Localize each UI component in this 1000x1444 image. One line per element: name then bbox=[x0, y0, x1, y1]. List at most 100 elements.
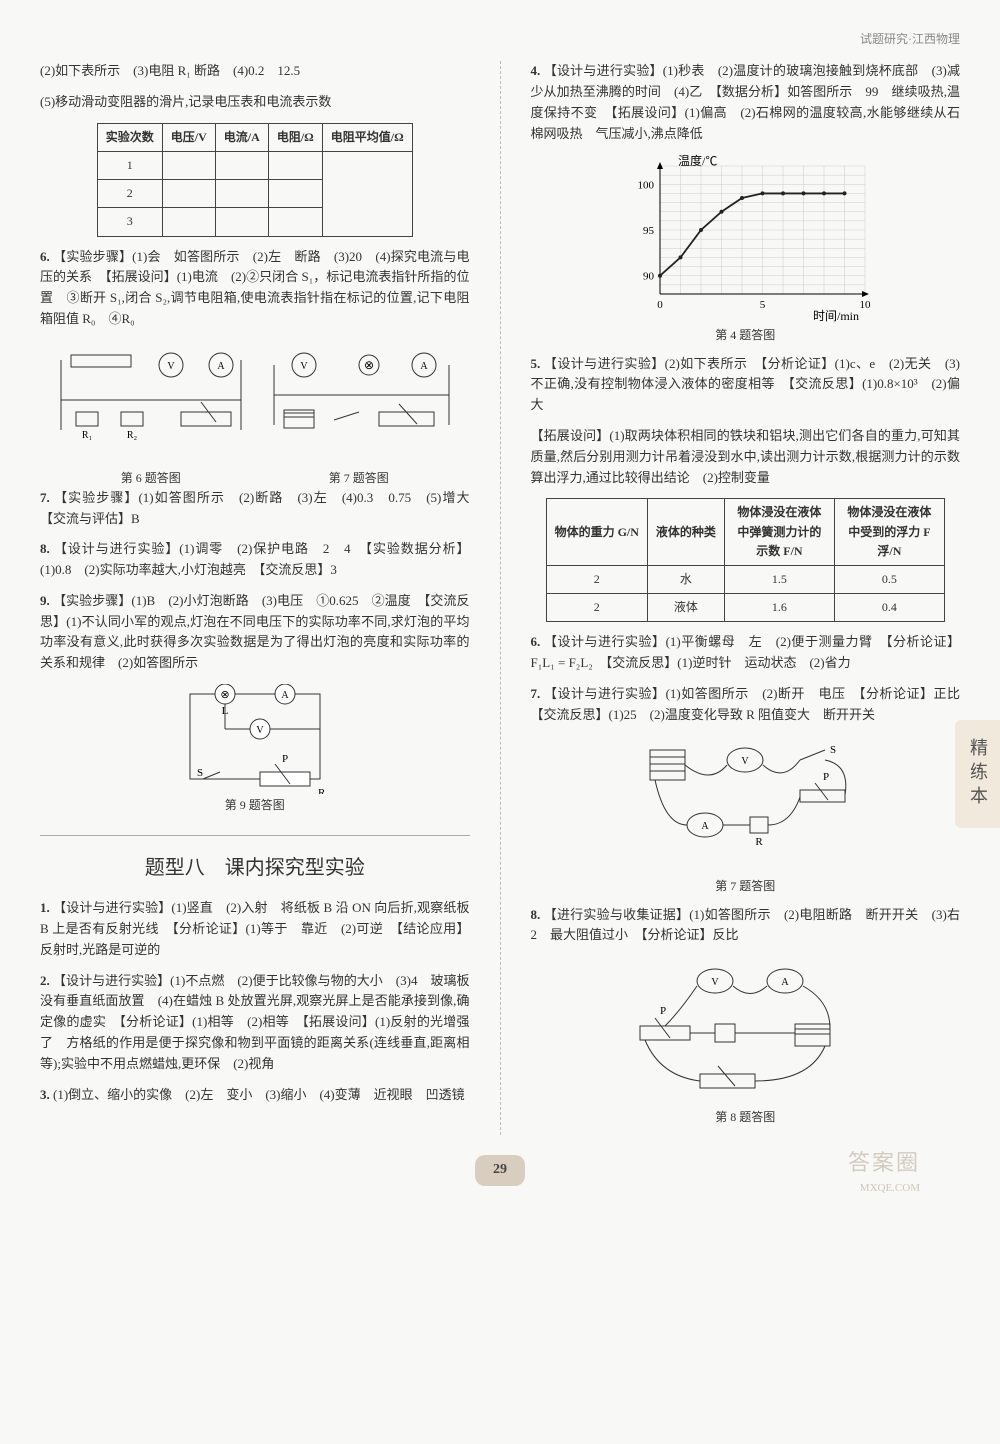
svg-text:⊗: ⊗ bbox=[220, 689, 229, 701]
circuit-9-svg: ⊗ L A V S P R bbox=[175, 684, 335, 794]
svg-text:⊗: ⊗ bbox=[364, 358, 374, 372]
svg-text:P: P bbox=[823, 771, 829, 783]
right-column: 4. 【设计与进行实验】(1)秒表 (2)温度计的玻璃泡接触到烧杯底部 (3)减… bbox=[521, 61, 961, 1135]
r-q4: 4. 【设计与进行实验】(1)秒表 (2)温度计的玻璃泡接触到烧杯底部 (3)减… bbox=[531, 61, 961, 144]
page-number: 29 bbox=[475, 1155, 525, 1185]
th: 电流/A bbox=[215, 123, 268, 151]
r-q5a: 5. 【设计与进行实验】(2)如下表所示 【分析论证】(1)c、e (2)无关 … bbox=[531, 354, 961, 416]
td: 1.5 bbox=[724, 565, 834, 593]
q6-text: 【实验步骤】(1)会 如答图所示 (2)左 断路 (3)20 (4)探究电流与电… bbox=[40, 249, 470, 326]
th: 物体的重力 G/N bbox=[546, 499, 647, 566]
circuit-r7-svg: V S A R P bbox=[625, 735, 865, 875]
section-title: 题型八 课内探究型实验 bbox=[40, 835, 470, 884]
footer: 29 答案圈 MXQE.COM bbox=[40, 1155, 960, 1185]
table-resistance: 实验次数 电压/V 电流/A 电阻/Ω 电阻平均值/Ω 1 2 3 bbox=[97, 123, 413, 237]
fig7-caption: 第 7 题答图 bbox=[259, 469, 459, 488]
td: 0.4 bbox=[834, 594, 944, 622]
q6: 6. 【实验步骤】(1)会 如答图所示 (2)左 断路 (3)20 (4)探究电… bbox=[40, 247, 470, 330]
table-buoyancy: 物体的重力 G/N 液体的种类 物体浸没在液体中弹簧测力计的示数 F/N 物体浸… bbox=[546, 498, 945, 622]
td: 2 bbox=[97, 180, 162, 208]
svg-text:P: P bbox=[660, 1005, 666, 1017]
column-divider bbox=[500, 61, 501, 1135]
svg-text:5: 5 bbox=[760, 299, 766, 311]
q5-part: (2)如下表所示 (3)电阻 R₁ 断路 (4)0.2 12.5 bbox=[40, 61, 470, 82]
svg-text:0: 0 bbox=[658, 299, 664, 311]
side-tab: 精练本 bbox=[955, 720, 1000, 828]
svg-text:95: 95 bbox=[643, 225, 655, 237]
th: 电阻平均值/Ω bbox=[322, 123, 412, 151]
td: 水 bbox=[647, 565, 724, 593]
circuit-figs: V A R₁ R₂ 第 6 题答图 V ⊗ A bbox=[40, 340, 470, 488]
th: 物体浸没在液体中受到的浮力 F浮/N bbox=[834, 499, 944, 566]
td: 3 bbox=[97, 208, 162, 236]
circuit-7-svg: V ⊗ A bbox=[259, 340, 459, 460]
td: 1.6 bbox=[724, 594, 834, 622]
th: 电压/V bbox=[162, 123, 215, 151]
r-q7: 7. 【设计与进行实验】(1)如答图所示 (2)断开 电压 【分析论证】正比 【… bbox=[531, 684, 961, 726]
svg-text:V: V bbox=[742, 756, 750, 767]
td: 1 bbox=[97, 151, 162, 179]
q9: 9. 【实验步骤】(1)B (2)小灯泡断路 (3)电压 ①0.625 ②温度 … bbox=[40, 591, 470, 674]
fig-r7-caption: 第 7 题答图 bbox=[531, 877, 961, 896]
th: 液体的种类 bbox=[647, 499, 724, 566]
fig-r8-caption: 第 8 题答图 bbox=[531, 1108, 961, 1127]
td: 液体 bbox=[647, 594, 724, 622]
r-q6-text: 【设计与进行实验】(1)平衡螺母 左 (2)便于测量力臂 【分析论证】F₁L₁ … bbox=[531, 634, 961, 670]
th: 实验次数 bbox=[97, 123, 162, 151]
fig-r7: V S A R P 第 7 题答图 bbox=[531, 735, 961, 896]
svg-text:A: A bbox=[217, 361, 225, 372]
svg-text:温度/℃: 温度/℃ bbox=[678, 154, 717, 168]
two-column-layout: (2)如下表所示 (3)电阻 R₁ 断路 (4)0.2 12.5 (5)移动滑动… bbox=[40, 61, 960, 1135]
r-q4-text: 【设计与进行实验】(1)秒表 (2)温度计的玻璃泡接触到烧杯底部 (3)减少从加… bbox=[531, 63, 961, 140]
circuit-r8-svg: V A P bbox=[620, 956, 870, 1106]
td: 2 bbox=[546, 565, 647, 593]
r-q8-text: 【进行实验与收集证据】(1)如答图所示 (2)电阻断路 断开开关 (3)右 2 … bbox=[531, 907, 974, 943]
th: 物体浸没在液体中弹簧测力计的示数 F/N bbox=[724, 499, 834, 566]
svg-text:A: A bbox=[702, 821, 710, 832]
fig9: ⊗ L A V S P R 第 9 题答图 bbox=[40, 684, 470, 815]
r-q7-text: 【设计与进行实验】(1)如答图所示 (2)断开 电压 【分析论证】正比 【交流反… bbox=[531, 686, 974, 722]
td: 2 bbox=[546, 594, 647, 622]
s1: 1. 【设计与进行实验】(1)竖直 (2)入射 将纸板 B 沿 ON 向后折,观… bbox=[40, 898, 470, 960]
s1-text: 【设计与进行实验】(1)竖直 (2)入射 将纸板 B 沿 ON 向后折,观察纸板… bbox=[40, 900, 470, 957]
fig4-caption: 第 4 题答图 bbox=[531, 326, 961, 345]
svg-text:A: A bbox=[420, 361, 428, 372]
svg-text:R₁: R₁ bbox=[82, 430, 92, 441]
svg-text:R₂: R₂ bbox=[127, 430, 137, 441]
svg-text:100: 100 bbox=[638, 180, 655, 192]
left-column: (2)如下表所示 (3)电阻 R₁ 断路 (4)0.2 12.5 (5)移动滑动… bbox=[40, 61, 480, 1135]
svg-text:V: V bbox=[712, 977, 720, 988]
s2: 2. 【设计与进行实验】(1)不点燃 (2)便于比较像与物的大小 (3)4 玻璃… bbox=[40, 971, 470, 1075]
fig9-caption: 第 9 题答图 bbox=[40, 796, 470, 815]
svg-text:10: 10 bbox=[860, 299, 872, 311]
svg-text:A: A bbox=[782, 977, 790, 988]
watermark: 答案圈 bbox=[848, 1145, 920, 1180]
svg-text:P: P bbox=[282, 753, 288, 765]
svg-text:R: R bbox=[756, 836, 764, 848]
r-q8: 8. 【进行实验与收集证据】(1)如答图所示 (2)电阻断路 断开开关 (3)右… bbox=[531, 905, 961, 947]
r-q5b: 【拓展设问】(1)取两块体积相同的铁块和铝块,测出它们各自的重力,可知其质量,然… bbox=[531, 426, 961, 488]
q8: 8. 【设计与进行实验】(1)调零 (2)保护电路 2 4 【实验数据分析】(1… bbox=[40, 539, 470, 581]
r-q6: 6. 【设计与进行实验】(1)平衡螺母 左 (2)便于测量力臂 【分析论证】F₁… bbox=[531, 632, 961, 674]
th: 电阻/Ω bbox=[268, 123, 322, 151]
chart4: 05109095100温度/℃时间/min 第 4 题答图 bbox=[531, 154, 961, 345]
q9-text: 【实验步骤】(1)B (2)小灯泡断路 (3)电压 ①0.625 ②温度 【交流… bbox=[40, 593, 470, 670]
q5-part2: (5)移动滑动变阻器的滑片,记录电压表和电流表示数 bbox=[40, 92, 470, 113]
svg-text:V: V bbox=[256, 725, 264, 736]
td: 0.5 bbox=[834, 565, 944, 593]
r-q5a-text: 【设计与进行实验】(2)如下表所示 【分析论证】(1)c、e (2)无关 (3)… bbox=[531, 356, 961, 413]
circuit-6-svg: V A R₁ R₂ bbox=[51, 340, 251, 460]
temperature-chart: 05109095100温度/℃时间/min bbox=[615, 154, 875, 324]
svg-text:V: V bbox=[167, 361, 175, 372]
svg-text:R: R bbox=[318, 787, 326, 794]
fig-r8: V A P 第 8 题答图 bbox=[531, 956, 961, 1127]
s3-text: (1)倒立、缩小的实像 (2)左 变小 (3)缩小 (4)变薄 近视眼 凹透镜 bbox=[53, 1087, 465, 1102]
watermark-sub: MXQE.COM bbox=[860, 1180, 920, 1198]
svg-text:S: S bbox=[830, 744, 836, 756]
fig6-caption: 第 6 题答图 bbox=[51, 469, 251, 488]
s3: 3. (1)倒立、缩小的实像 (2)左 变小 (3)缩小 (4)变薄 近视眼 凹… bbox=[40, 1085, 470, 1106]
page-header: 试题研究·江西物理 bbox=[40, 30, 960, 49]
s2-text: 【设计与进行实验】(1)不点燃 (2)便于比较像与物的大小 (3)4 玻璃板没有… bbox=[40, 973, 470, 1071]
svg-text:时间/min: 时间/min bbox=[813, 309, 859, 323]
svg-text:V: V bbox=[300, 361, 308, 372]
